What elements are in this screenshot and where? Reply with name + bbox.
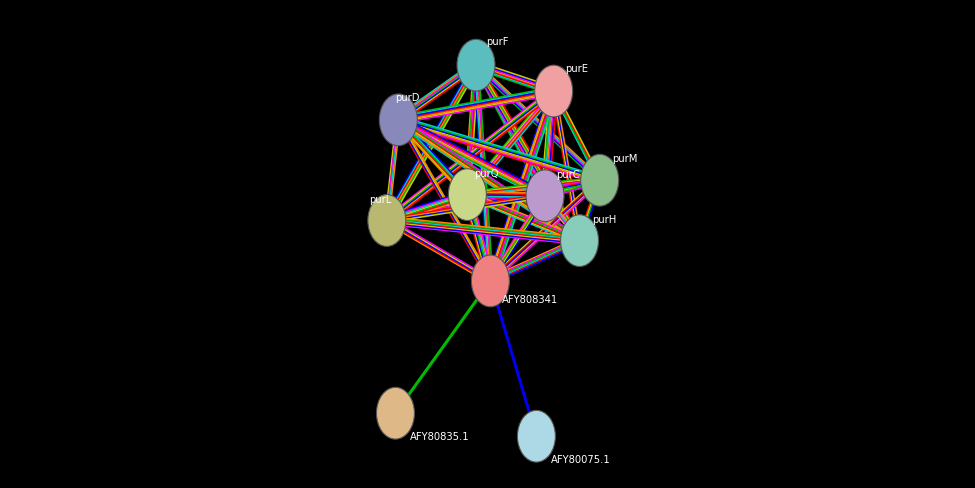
Ellipse shape (379, 95, 417, 146)
Text: purL: purL (370, 194, 392, 204)
Ellipse shape (561, 215, 599, 267)
Ellipse shape (518, 410, 556, 462)
Ellipse shape (471, 256, 509, 307)
Text: AFY80075.1: AFY80075.1 (551, 454, 610, 464)
Text: purF: purF (487, 37, 509, 47)
Text: purQ: purQ (474, 168, 499, 179)
Text: purC: purC (557, 169, 580, 180)
Ellipse shape (448, 169, 487, 221)
Text: AFY808341: AFY808341 (502, 295, 558, 305)
Text: purH: purH (592, 214, 616, 224)
Text: purD: purD (396, 93, 420, 102)
Text: purE: purE (566, 64, 588, 74)
Ellipse shape (457, 40, 495, 92)
Ellipse shape (376, 387, 414, 439)
Text: purM: purM (612, 154, 638, 164)
Ellipse shape (526, 170, 564, 222)
Text: AFY80835.1: AFY80835.1 (410, 431, 469, 441)
Ellipse shape (534, 66, 572, 118)
Ellipse shape (368, 195, 406, 247)
Ellipse shape (581, 155, 619, 207)
